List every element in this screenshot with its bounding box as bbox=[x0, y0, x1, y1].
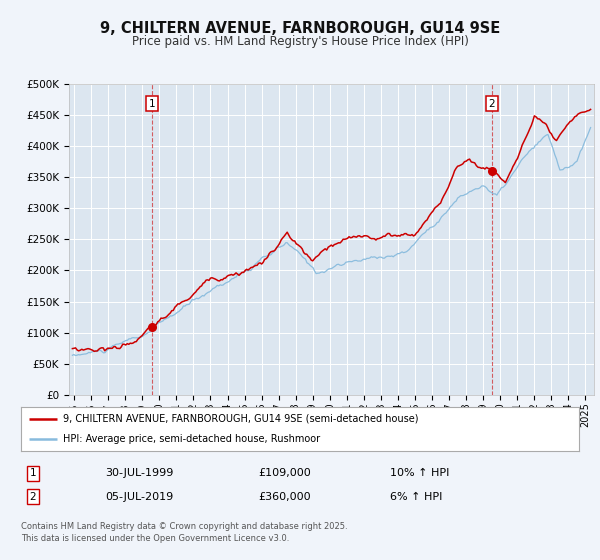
Text: 05-JUL-2019: 05-JUL-2019 bbox=[105, 492, 173, 502]
Text: 10% ↑ HPI: 10% ↑ HPI bbox=[390, 468, 449, 478]
Text: Contains HM Land Registry data © Crown copyright and database right 2025.
This d: Contains HM Land Registry data © Crown c… bbox=[21, 522, 347, 543]
Text: £360,000: £360,000 bbox=[258, 492, 311, 502]
Text: 1: 1 bbox=[148, 99, 155, 109]
Text: 6% ↑ HPI: 6% ↑ HPI bbox=[390, 492, 442, 502]
Text: 2: 2 bbox=[488, 99, 495, 109]
Text: £109,000: £109,000 bbox=[258, 468, 311, 478]
Text: HPI: Average price, semi-detached house, Rushmoor: HPI: Average price, semi-detached house,… bbox=[63, 434, 320, 444]
Text: 30-JUL-1999: 30-JUL-1999 bbox=[105, 468, 173, 478]
Text: Price paid vs. HM Land Registry's House Price Index (HPI): Price paid vs. HM Land Registry's House … bbox=[131, 35, 469, 48]
Text: 9, CHILTERN AVENUE, FARNBOROUGH, GU14 9SE: 9, CHILTERN AVENUE, FARNBOROUGH, GU14 9S… bbox=[100, 21, 500, 36]
Text: 1: 1 bbox=[29, 468, 37, 478]
Text: 9, CHILTERN AVENUE, FARNBOROUGH, GU14 9SE (semi-detached house): 9, CHILTERN AVENUE, FARNBOROUGH, GU14 9S… bbox=[63, 414, 418, 424]
Text: 2: 2 bbox=[29, 492, 37, 502]
